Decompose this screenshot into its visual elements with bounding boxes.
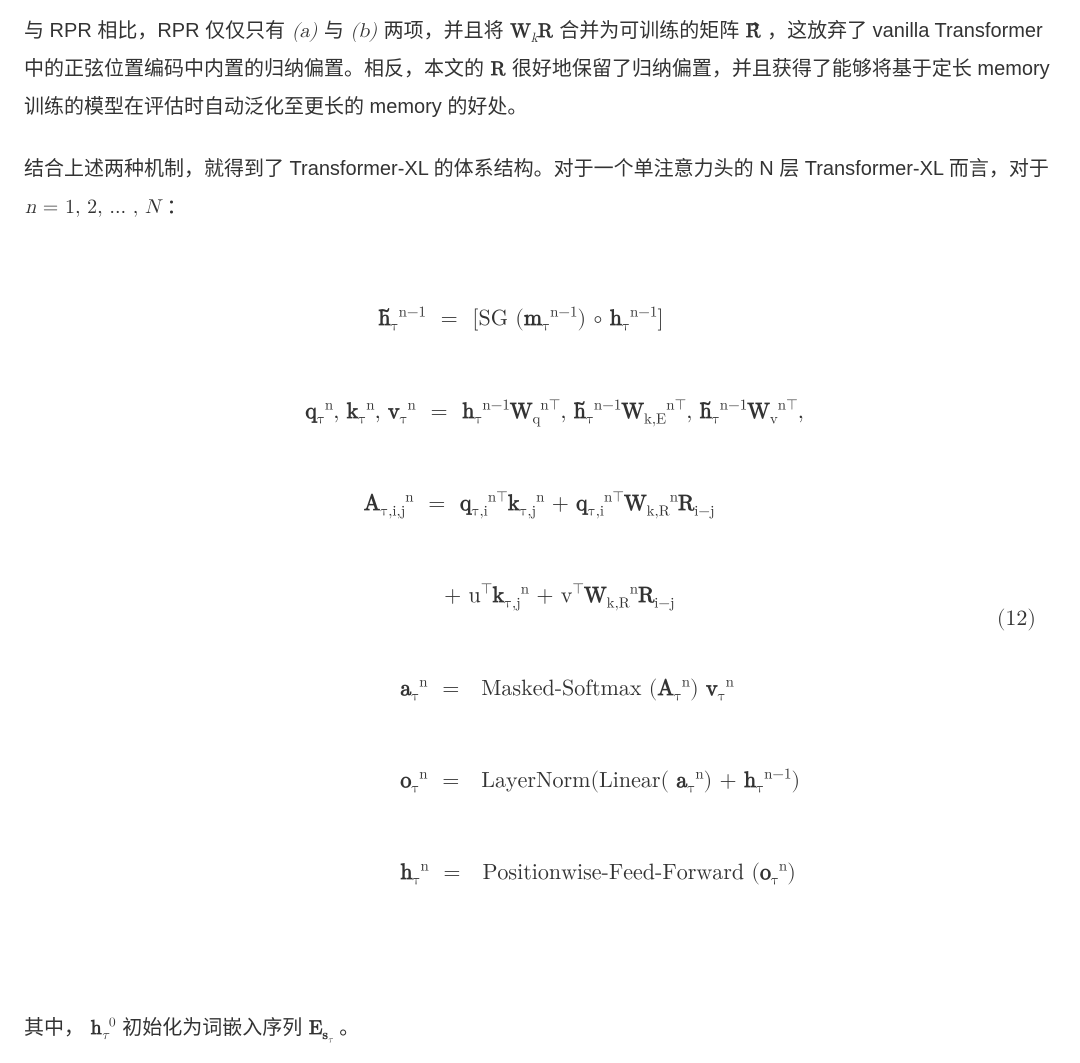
- inline-math-n: n = 1, 2, … , N: [24, 197, 161, 217]
- text-segment: 与: [324, 20, 350, 42]
- inline-math-rhat: R̂: [745, 21, 762, 41]
- text-segment: 两项，并且将: [384, 20, 510, 42]
- inline-math-h0: hτ0: [90, 1018, 117, 1038]
- equation-block-12: h̃τn−1 = [SG (mτn−1) ∘ hτn−1] qτn, kτn, …: [24, 250, 1056, 989]
- text-segment: 其中，: [24, 1017, 84, 1039]
- text-segment: ：: [167, 196, 187, 218]
- text-segment: 初始化为词嵌入序列: [122, 1017, 308, 1039]
- inline-math-a: (a): [291, 21, 319, 41]
- text-segment: 结合上述两种机制，就得到了 Transformer-XL 的体系结构。对于一个单…: [24, 158, 1049, 180]
- inline-math-wkr: WkR: [509, 21, 553, 41]
- equation-content: h̃τn−1 = [SG (mτn−1) ∘ hτn−1] qτn, kτn, …: [276, 250, 804, 989]
- text-segment: 。: [339, 1017, 359, 1039]
- paragraph-3: 其中， hτ0 初始化为词嵌入序列 Esτ 。: [24, 1009, 1056, 1047]
- paragraph-1: 与 RPR 相比，RPR 仅仅只有 (a) 与 (b) 两项，并且将 WkR 合…: [24, 12, 1056, 126]
- equation-number: (12): [997, 599, 1036, 641]
- inline-math-es: Esτ: [308, 1018, 334, 1038]
- paragraph-2: 结合上述两种机制，就得到了 Transformer-XL 的体系结构。对于一个单…: [24, 150, 1056, 226]
- text-segment: 与 RPR 相比，RPR 仅仅只有: [24, 20, 291, 42]
- inline-math-r: R: [490, 59, 507, 79]
- text-segment: 合并为可训练的矩阵: [559, 20, 745, 42]
- inline-math-b: (b): [349, 21, 378, 41]
